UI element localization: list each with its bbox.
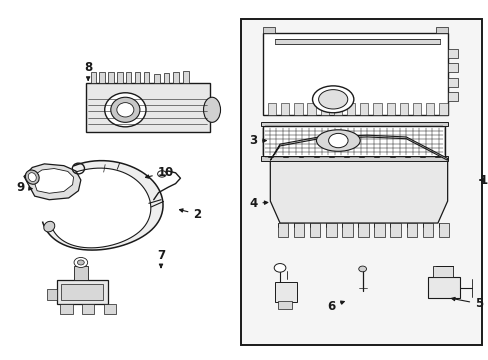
Bar [435, 27, 447, 33]
Ellipse shape [203, 97, 220, 122]
Bar [263, 33, 447, 116]
Ellipse shape [44, 221, 55, 232]
Text: 2: 2 [179, 208, 201, 221]
Text: 3: 3 [249, 134, 266, 147]
Bar [438, 223, 448, 237]
Bar [320, 103, 328, 116]
Text: 5: 5 [451, 297, 482, 310]
Circle shape [157, 171, 166, 177]
Bar [447, 92, 457, 101]
Bar [374, 223, 384, 237]
Bar [47, 289, 57, 300]
Bar [447, 78, 457, 87]
Bar [263, 126, 444, 157]
Bar [267, 103, 276, 116]
Bar [260, 122, 447, 126]
Polygon shape [270, 160, 447, 223]
Bar [373, 103, 381, 116]
Bar [90, 72, 96, 83]
Ellipse shape [25, 170, 39, 184]
Bar [117, 72, 122, 83]
Bar [57, 280, 107, 304]
Ellipse shape [104, 93, 146, 127]
Bar [277, 301, 292, 309]
Ellipse shape [318, 90, 347, 109]
Bar [389, 223, 400, 237]
Bar [241, 19, 481, 345]
Bar [281, 103, 289, 116]
Bar [143, 72, 149, 83]
Bar [360, 103, 368, 116]
Circle shape [358, 266, 366, 272]
Bar [275, 282, 296, 302]
Bar [277, 223, 287, 237]
Bar [309, 223, 320, 237]
Bar [104, 304, 116, 314]
Bar [108, 72, 113, 83]
Bar [61, 304, 72, 314]
Text: 9: 9 [16, 181, 32, 194]
Bar [275, 40, 440, 44]
Bar [422, 223, 432, 237]
Ellipse shape [316, 130, 360, 151]
Circle shape [77, 260, 84, 265]
Bar [342, 223, 352, 237]
Bar [183, 71, 188, 83]
Ellipse shape [312, 86, 353, 113]
Bar [82, 304, 94, 314]
Polygon shape [42, 161, 163, 250]
Bar [447, 63, 457, 72]
Bar [406, 223, 416, 237]
Circle shape [274, 264, 285, 272]
Bar [386, 103, 394, 116]
Bar [447, 49, 457, 58]
Text: 6: 6 [326, 300, 344, 313]
Circle shape [74, 257, 87, 267]
Bar [358, 223, 368, 237]
Bar [135, 72, 140, 83]
Bar [432, 266, 451, 277]
Polygon shape [24, 164, 81, 200]
Bar [260, 156, 447, 161]
Text: 10: 10 [145, 166, 174, 179]
Bar [399, 103, 407, 116]
Bar [163, 73, 169, 83]
Polygon shape [270, 135, 447, 160]
Bar [99, 72, 104, 83]
Bar [126, 72, 131, 83]
Bar [307, 103, 315, 116]
Bar [61, 284, 102, 300]
Bar [85, 83, 209, 132]
Bar [346, 103, 355, 116]
Bar [333, 103, 342, 116]
Bar [73, 266, 88, 280]
Text: 4: 4 [249, 197, 267, 210]
Bar [427, 277, 459, 298]
Bar [263, 27, 275, 33]
Bar [425, 103, 433, 116]
Polygon shape [32, 168, 73, 193]
Circle shape [328, 134, 347, 148]
Ellipse shape [111, 97, 140, 122]
Ellipse shape [117, 103, 134, 117]
Bar [325, 223, 336, 237]
Ellipse shape [28, 173, 36, 181]
Bar [293, 223, 304, 237]
Bar [294, 103, 302, 116]
Bar [173, 72, 179, 83]
Bar [412, 103, 420, 116]
Text: 7: 7 [157, 249, 165, 268]
Bar [438, 103, 447, 116]
Bar [154, 74, 160, 83]
Text: 8: 8 [84, 60, 92, 80]
Text: 1: 1 [479, 174, 487, 186]
